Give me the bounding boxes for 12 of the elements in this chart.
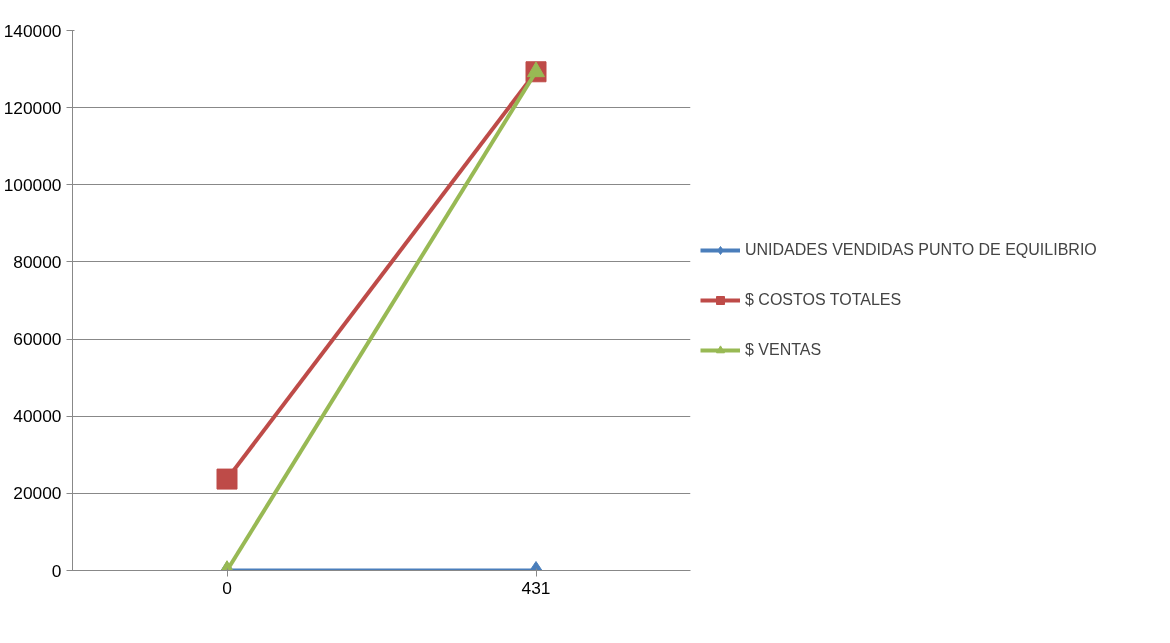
legend-label: $ VENTAS	[745, 341, 822, 359]
y-tick-label: 120000	[3, 97, 62, 118]
legend-label: $ COSTOS TOTALES	[745, 291, 902, 309]
y-tick-label: 100000	[3, 174, 62, 195]
y-tick-label: 60000	[13, 329, 62, 350]
y-tick-label: 20000	[13, 483, 62, 504]
y-tick-label: 80000	[13, 251, 62, 272]
y-tick-label: 140000	[3, 20, 62, 41]
legend-label: UNIDADES VENDIDAS PUNTO DE EQUILIBRIO	[745, 241, 1097, 259]
y-tick-label: 0	[51, 560, 62, 581]
y-tick-label: 40000	[13, 406, 62, 427]
x-tick-label: 431	[521, 577, 551, 598]
